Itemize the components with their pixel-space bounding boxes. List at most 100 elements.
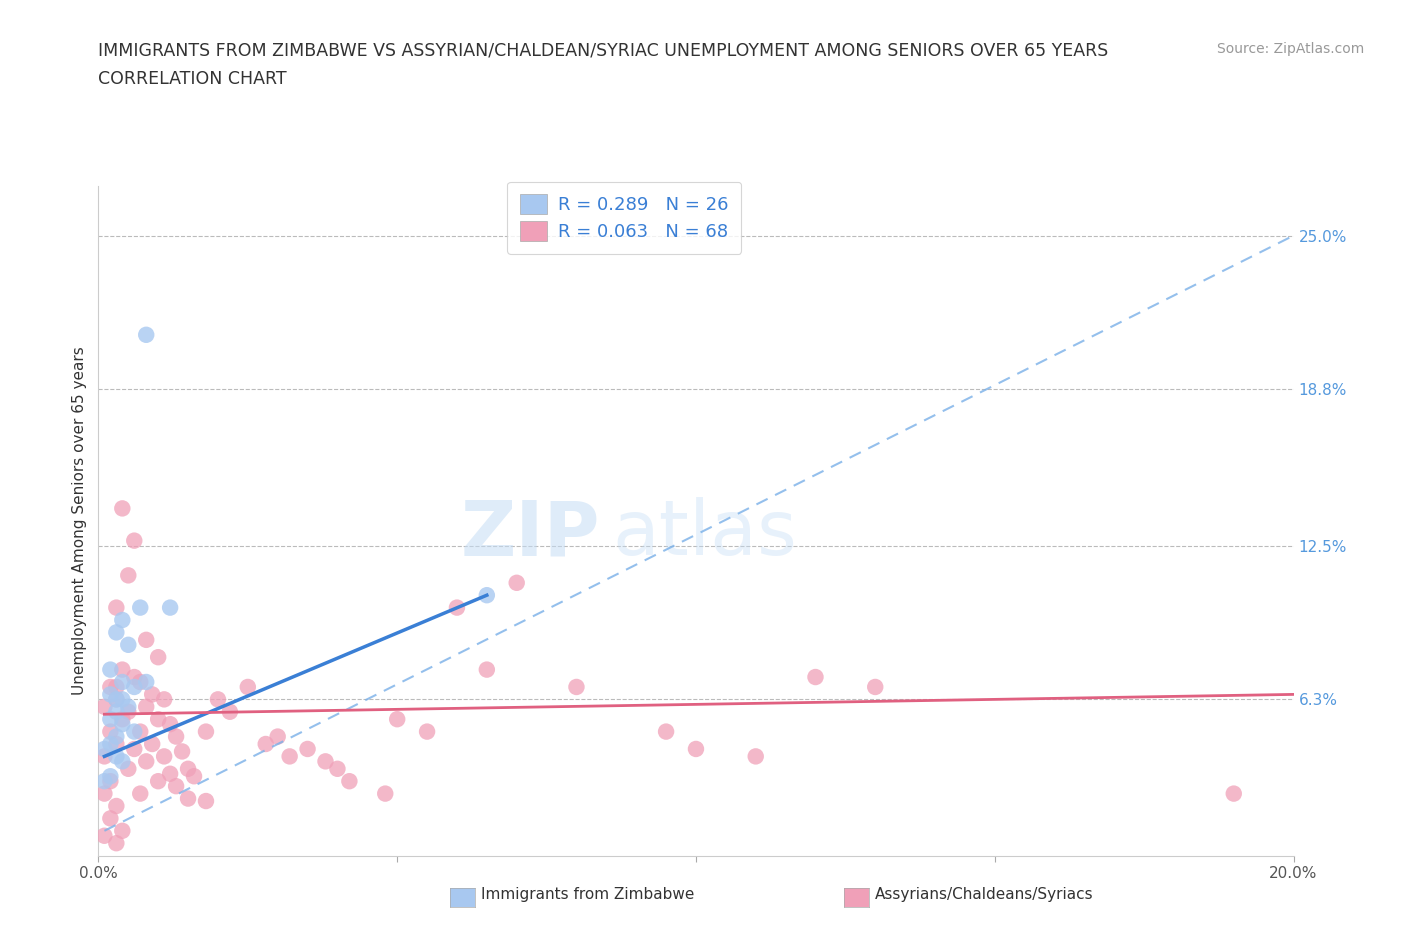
Point: [1223, 786, 1246, 801]
Point: [165, 778, 187, 793]
Text: Assyrians/Chaldeans/Syriacs: Assyrians/Chaldeans/Syriacs: [875, 887, 1092, 902]
Point: [804, 670, 827, 684]
Point: [315, 754, 337, 769]
Point: [148, 774, 170, 789]
Point: [129, 600, 152, 615]
Point: [129, 786, 152, 801]
Point: [374, 786, 396, 801]
Text: ZIP: ZIP: [461, 498, 600, 571]
Point: [159, 600, 181, 615]
Point: [117, 637, 139, 652]
Text: atlas: atlas: [613, 498, 797, 571]
Point: [124, 741, 146, 756]
Point: [124, 680, 146, 695]
Point: [100, 769, 122, 784]
Point: [129, 674, 152, 689]
Text: Source: ZipAtlas.com: Source: ZipAtlas.com: [1216, 42, 1364, 56]
Point: [278, 749, 301, 764]
Point: [172, 744, 194, 759]
Point: [117, 704, 139, 719]
Point: [105, 625, 128, 640]
Point: [111, 717, 134, 732]
Text: IMMIGRANTS FROM ZIMBABWE VS ASSYRIAN/CHALDEAN/SYRIAC UNEMPLOYMENT AMONG SENIORS : IMMIGRANTS FROM ZIMBABWE VS ASSYRIAN/CHA…: [98, 42, 1109, 60]
Point: [111, 674, 134, 689]
Text: CORRELATION CHART: CORRELATION CHART: [98, 70, 287, 87]
Point: [100, 662, 122, 677]
Point: [865, 680, 887, 695]
Point: [183, 769, 205, 784]
Point: [148, 650, 170, 665]
Point: [141, 737, 163, 751]
Y-axis label: Unemployment Among Seniors over 65 years: Unemployment Among Seniors over 65 years: [72, 347, 87, 696]
Point: [385, 711, 409, 726]
Point: [105, 749, 128, 764]
Point: [93, 829, 115, 844]
Point: [117, 699, 139, 714]
Point: [105, 799, 128, 814]
Point: [93, 774, 115, 789]
Point: [100, 724, 122, 739]
Point: [254, 737, 277, 751]
Point: [207, 692, 229, 707]
Point: [93, 749, 115, 764]
Point: [135, 632, 157, 647]
Point: [135, 327, 157, 342]
Point: [105, 729, 128, 744]
Point: [159, 717, 181, 732]
Point: [135, 699, 157, 714]
Point: [100, 811, 122, 826]
Point: [117, 762, 139, 777]
Point: [105, 704, 128, 719]
Point: [159, 766, 181, 781]
Point: [124, 724, 146, 739]
Point: [297, 741, 319, 756]
Point: [177, 791, 200, 806]
Legend: R = 0.289   N = 26, R = 0.063   N = 68: R = 0.289 N = 26, R = 0.063 N = 68: [508, 181, 741, 254]
Point: [267, 729, 290, 744]
Point: [153, 692, 176, 707]
Point: [565, 680, 588, 695]
Point: [177, 762, 200, 777]
Point: [339, 774, 360, 789]
Point: [93, 699, 115, 714]
Point: [165, 729, 187, 744]
Point: [100, 711, 122, 726]
Point: [117, 568, 139, 583]
Point: [105, 836, 128, 851]
Point: [685, 741, 707, 756]
Point: [111, 692, 134, 707]
Point: [475, 662, 498, 677]
Point: [111, 662, 134, 677]
Point: [153, 749, 176, 764]
Point: [111, 711, 134, 726]
Point: [124, 533, 146, 548]
Point: [195, 793, 218, 808]
Point: [111, 501, 134, 516]
Point: [446, 600, 468, 615]
Point: [105, 692, 128, 707]
Point: [105, 737, 128, 751]
Point: [111, 754, 134, 769]
Point: [195, 724, 218, 739]
Point: [111, 613, 134, 628]
Point: [129, 724, 152, 739]
Text: Immigrants from Zimbabwe: Immigrants from Zimbabwe: [481, 887, 695, 902]
Point: [475, 588, 498, 603]
Point: [745, 749, 768, 764]
Point: [100, 774, 122, 789]
Point: [219, 704, 242, 719]
Point: [105, 680, 128, 695]
Point: [135, 674, 157, 689]
Point: [135, 754, 157, 769]
Point: [416, 724, 439, 739]
Point: [148, 711, 170, 726]
Point: [100, 737, 122, 751]
Point: [100, 687, 122, 702]
Point: [111, 823, 134, 838]
Point: [124, 670, 146, 684]
Point: [105, 600, 128, 615]
Point: [506, 576, 529, 591]
Point: [326, 762, 349, 777]
Point: [93, 741, 115, 756]
Point: [236, 680, 259, 695]
